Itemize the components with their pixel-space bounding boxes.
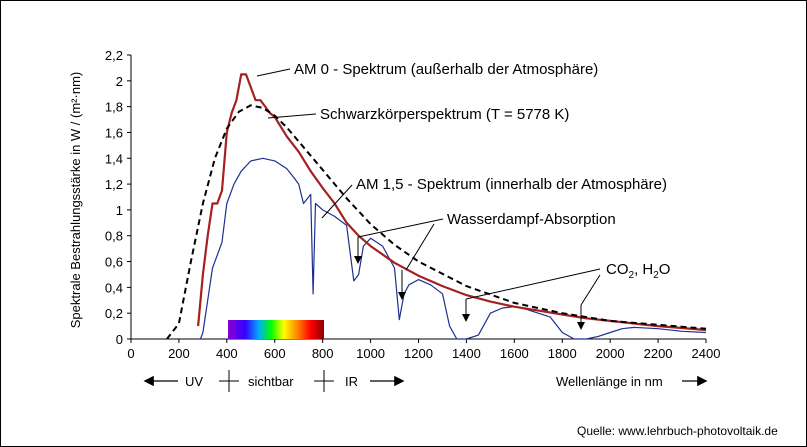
y-tick-label: 1,2	[105, 177, 123, 192]
y-tick-label: 0,8	[105, 229, 123, 244]
x-tick-label: 200	[168, 346, 190, 361]
x-tick-label: 600	[264, 346, 286, 361]
y-tick-label: 0,6	[105, 255, 123, 270]
co2-pointer-1	[465, 268, 601, 300]
y-axis-label: Spektrale Bestrahlungsstärke in W / (m²·…	[68, 72, 83, 328]
water-pointer-2	[405, 223, 435, 271]
annotation-water-vapor: Wasserdampf-Absorption	[447, 211, 616, 228]
x-tick-label: 0	[127, 346, 134, 361]
annotation-am0-pointer	[256, 68, 291, 77]
series-layer	[166, 73, 707, 340]
x-axis-label: Wellenlänge in nm	[556, 374, 663, 389]
water-pointer-1	[357, 218, 444, 238]
annotation-co2-h2o: CO2, H2O	[606, 261, 670, 281]
x-tick-label: 800	[312, 346, 334, 361]
y-tick-label: 1,8	[105, 100, 123, 115]
series-am15-line	[199, 157, 707, 340]
y-tick-label: 0,2	[105, 306, 123, 321]
source-credit: Quelle: www.lehrbuch-photovoltaik.de	[577, 424, 778, 438]
y-tick-label: 1	[116, 203, 123, 218]
x-tick-label: 2400	[692, 346, 721, 361]
band-uv: UV	[185, 374, 203, 389]
series-blackbody-line	[166, 104, 707, 340]
y-tick-label: 0	[116, 332, 123, 347]
co2-pointer-2	[580, 274, 601, 306]
x-tick-label: 1600	[500, 346, 529, 361]
annotation-am15-pointer	[321, 184, 353, 219]
x-tick-label: 1400	[452, 346, 481, 361]
x-ticks: 0 200 400 600 800 1000 1200 1400 1600 1800 2000 220…	[127, 339, 720, 361]
band-ir: IR	[345, 374, 358, 389]
annotation-am0: AM 0 - Spektrum (außerhalb der Atmosphär…	[294, 61, 598, 78]
annotation-blackbody: Schwarzkörperspektrum (T = 5778 K)	[320, 106, 569, 123]
x-tick-label: 400	[216, 346, 238, 361]
annotation-blackbody-pointer	[267, 113, 317, 119]
y-tick-label: 0,4	[105, 280, 123, 295]
annotation-am15: AM 1,5 - Spektrum (innerhalb der Atmosph…	[356, 176, 667, 193]
band-visible: sichtbar	[248, 374, 294, 389]
x-tick-label: 1000	[356, 346, 385, 361]
y-ticks: 0 0,2 0,4 0,6 0,8 1 1,2 1,4 1,6 1,8 2 2,2	[105, 48, 131, 347]
x-tick-label: 1200	[404, 346, 433, 361]
y-tick-label: 2,2	[105, 48, 123, 63]
y-tick-label: 2	[116, 74, 123, 89]
x-tick-label: 1800	[548, 346, 577, 361]
visible-spectrum-bar	[228, 320, 324, 339]
y-tick-label: 1,6	[105, 125, 123, 140]
y-tick-label: 1,4	[105, 151, 123, 166]
x-tick-label: 2200	[644, 346, 673, 361]
x-tick-label: 2000	[596, 346, 625, 361]
